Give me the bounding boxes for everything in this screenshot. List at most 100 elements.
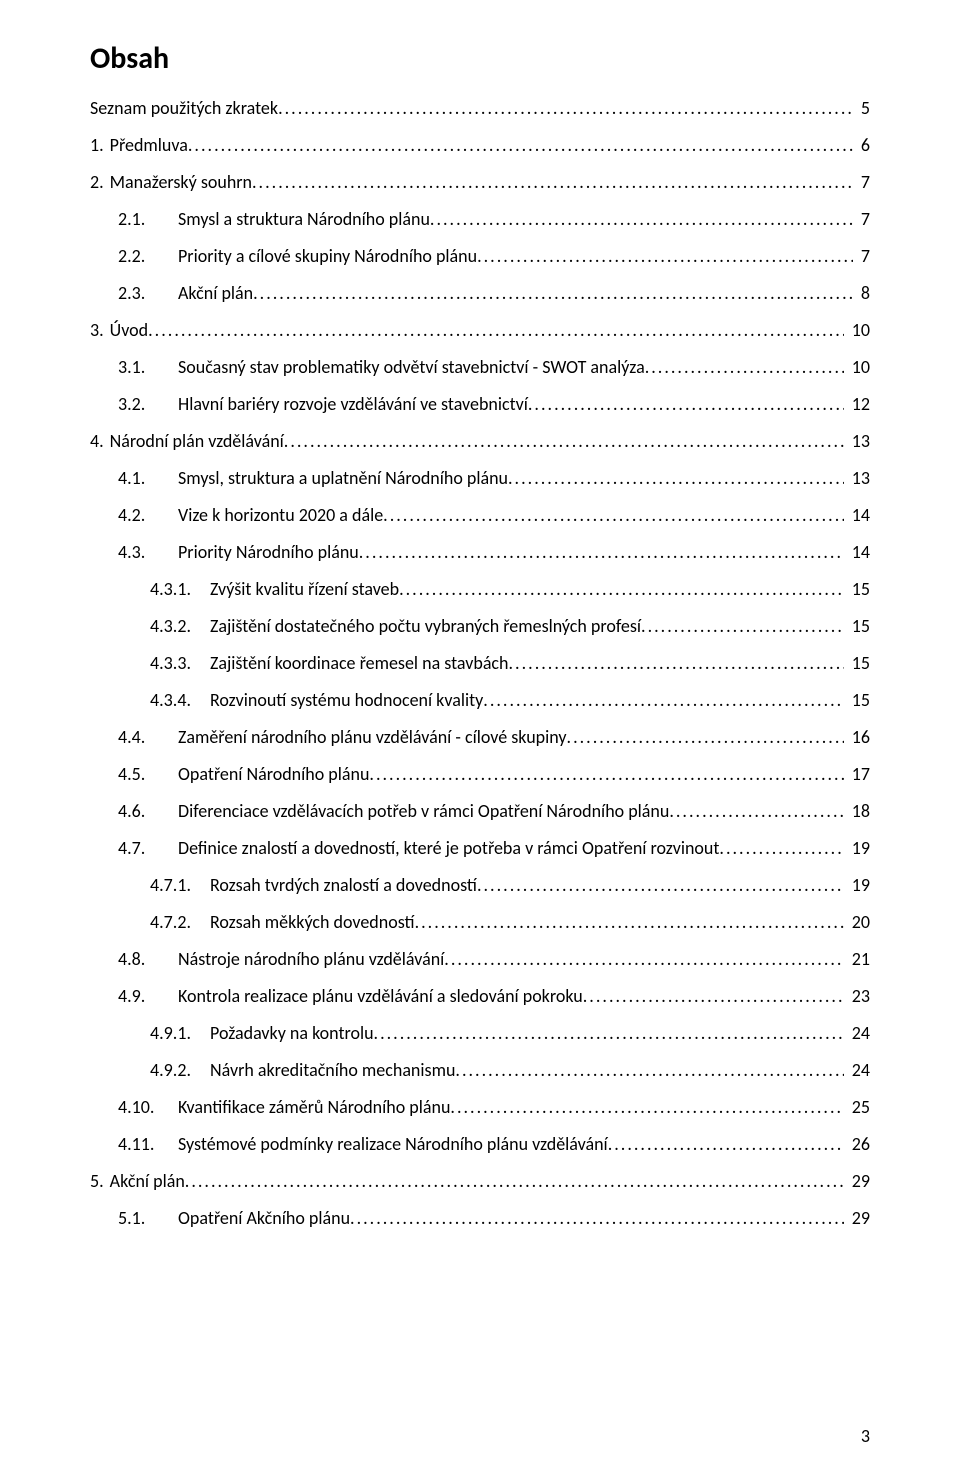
toc-leader-dots <box>284 432 844 450</box>
toc-entry-label: Smysl a struktura Národního plánu <box>178 210 430 228</box>
toc-leader-dots <box>528 395 844 413</box>
toc-entry-number: 4.3.2. <box>150 617 210 635</box>
toc-leader-dots <box>641 617 844 635</box>
toc-entry-number: 4.7. <box>118 839 178 857</box>
toc-entry-number: 4.1. <box>118 469 178 487</box>
toc-entry-label: Manažerský souhrn <box>110 173 252 191</box>
toc-entry-label: Diferenciace vzdělávacích potřeb v rámci… <box>178 802 669 820</box>
toc-entry-label: Priority Národního plánu <box>178 543 359 561</box>
toc-entry-label: Definice znalostí a dovedností, které je… <box>178 839 719 857</box>
toc-entry-page: 10 <box>844 321 870 339</box>
toc-entry: 4.3.2. Zajištění dostatečného počtu vybr… <box>90 617 870 635</box>
toc-leader-dots <box>477 876 844 894</box>
toc-entry-page: 23 <box>844 987 870 1005</box>
toc-leader-dots <box>252 173 853 191</box>
toc-entry: 4.3.4. Rozvinoutí systému hodnocení kval… <box>90 691 870 709</box>
toc-entry-number: 4.9.2. <box>150 1061 210 1079</box>
document-page: Obsah Seznam použitých zkratek 51. Předm… <box>0 0 960 1477</box>
toc-entry-label: Systémové podmínky realizace Národního p… <box>178 1135 608 1153</box>
toc-entry-label: Vize k horizontu 2020 a dále <box>178 506 383 524</box>
toc-entry-label: Smysl, struktura a uplatnění Národního p… <box>178 469 508 487</box>
toc-entry-page: 10 <box>844 358 870 376</box>
toc-entry: 4.11. Systémové podmínky realizace Národ… <box>90 1135 870 1153</box>
toc-leader-dots <box>645 358 844 376</box>
toc-leader-dots <box>508 469 844 487</box>
toc-leader-dots <box>374 1024 844 1042</box>
toc-entry-number: 2. <box>90 173 110 191</box>
toc-entry: 4.9.1. Požadavky na kontrolu 24 <box>90 1024 870 1042</box>
toc-leader-dots <box>430 210 853 228</box>
toc-entry-number: 5.1. <box>118 1209 178 1227</box>
toc-entry-page: 7 <box>853 210 870 228</box>
toc-entry-number: 4.7.2. <box>150 913 210 931</box>
toc-entry-page: 24 <box>844 1024 870 1042</box>
toc-entry-number: 4.9.1. <box>150 1024 210 1042</box>
toc-entry-page: 21 <box>844 950 870 968</box>
toc-entry-number: 4.8. <box>118 950 178 968</box>
toc-entry-label: Národní plán vzdělávání <box>110 432 284 450</box>
toc-leader-dots <box>415 913 844 931</box>
toc-entry-label: Opatření Akčního plánu <box>178 1209 350 1227</box>
page-title: Obsah <box>90 40 870 77</box>
toc-entry-number: 4.5. <box>118 765 178 783</box>
toc-entry-number: 4.3.3. <box>150 654 210 672</box>
toc-leader-dots <box>383 506 844 524</box>
toc-entry: 4.3.1. Zvýšit kvalitu řízení staveb 15 <box>90 580 870 598</box>
toc-entry-page: 14 <box>844 506 870 524</box>
toc-entry-label: Úvod <box>110 321 148 339</box>
toc-entry-label: Návrh akreditačního mechanismu <box>210 1061 455 1079</box>
toc-entry-number: 4.3.4. <box>150 691 210 709</box>
toc-entry-page: 14 <box>844 543 870 561</box>
toc-entry: 4.4. Zaměření národního plánu vzdělávání… <box>90 728 870 746</box>
toc-entry-number: 4.6. <box>118 802 178 820</box>
toc-entry: 4.9.2. Návrh akreditačního mechanismu 24 <box>90 1061 870 1079</box>
toc-entry-page: 15 <box>844 617 870 635</box>
toc-leader-dots <box>608 1135 844 1153</box>
toc-leader-dots <box>185 1172 844 1190</box>
toc-leader-dots <box>669 802 843 820</box>
toc-leader-dots <box>148 321 844 339</box>
toc-entry: 4.3.3. Zajištění koordinace řemesel na s… <box>90 654 870 672</box>
toc-entry-label: Rozvinoutí systému hodnocení kvality <box>210 691 483 709</box>
toc-entry-label: Akční plán <box>178 284 253 302</box>
toc-entry: 3.1. Současný stav problematiky odvětví … <box>90 358 870 376</box>
toc-leader-dots <box>444 950 843 968</box>
toc-entry-label: Předmluva <box>110 136 188 154</box>
toc-entry-label: Seznam použitých zkratek <box>90 99 278 117</box>
toc-entry-label: Rozsah tvrdých znalostí a dovedností <box>210 876 477 894</box>
toc-entry: 4.7.1. Rozsah tvrdých znalostí a dovedno… <box>90 876 870 894</box>
toc-entry: 4.3. Priority Národního plánu 14 <box>90 543 870 561</box>
toc-leader-dots <box>450 1098 843 1116</box>
toc-entry: 4.7. Definice znalostí a dovedností, kte… <box>90 839 870 857</box>
toc-entry-number: 4.9. <box>118 987 178 1005</box>
toc-leader-dots <box>278 99 853 117</box>
toc-entry-page: 29 <box>844 1209 870 1227</box>
toc-entry-label: Současný stav problematiky odvětví stave… <box>178 358 645 376</box>
page-number: 3 <box>861 1425 870 1447</box>
toc-entry-number: 4.7.1. <box>150 876 210 894</box>
toc-entry-number: 3.2. <box>118 395 178 413</box>
toc-entry-page: 19 <box>844 876 870 894</box>
toc-leader-dots <box>350 1209 844 1227</box>
toc-entry: 4.8. Nástroje národního plánu vzdělávání… <box>90 950 870 968</box>
toc-entry-page: 15 <box>844 580 870 598</box>
toc-leader-dots <box>719 839 843 857</box>
toc-leader-dots <box>483 691 843 709</box>
toc-entry-page: 13 <box>844 469 870 487</box>
toc-entry-number: 5. <box>90 1172 110 1190</box>
toc-entry-page: 20 <box>844 913 870 931</box>
toc-entry-page: 16 <box>844 728 870 746</box>
toc-entry-page: 7 <box>853 173 870 191</box>
toc-entry: 4.5. Opatření Národního plánu 17 <box>90 765 870 783</box>
toc-entry-label: Rozsah měkkých dovedností <box>210 913 415 931</box>
toc-leader-dots <box>509 654 844 672</box>
toc-entry-number: 2.2. <box>118 247 178 265</box>
toc-leader-dots <box>399 580 844 598</box>
toc-entry-label: Akční plán <box>110 1172 185 1190</box>
toc-entry-page: 15 <box>844 691 870 709</box>
toc-entry-page: 6 <box>853 136 870 154</box>
toc-entry: 2.2. Priority a cílové skupiny Národního… <box>90 247 870 265</box>
toc-entry: 4.9. Kontrola realizace plánu vzdělávání… <box>90 987 870 1005</box>
toc-entry-number: 4.4. <box>118 728 178 746</box>
toc-entry: 1. Předmluva 6 <box>90 136 870 154</box>
